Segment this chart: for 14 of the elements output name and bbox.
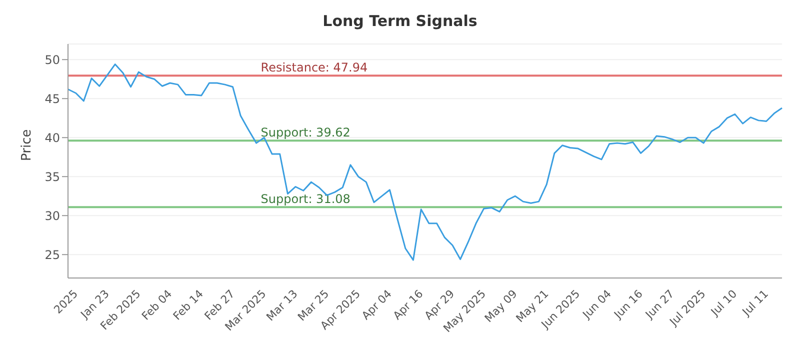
- ref-line-label: Resistance: 47.94: [260, 60, 368, 75]
- y-tick-label: 25: [44, 248, 60, 262]
- x-tick-label: Jul 11: [739, 287, 771, 320]
- x-tick-label: Jul 10: [708, 287, 740, 320]
- y-axis-title: Price: [20, 129, 35, 161]
- y-tick-label: 45: [44, 92, 60, 106]
- y-tick-label: 50: [44, 52, 60, 67]
- y-tick-label: 40: [44, 130, 60, 145]
- line-series: [67, 64, 783, 261]
- ref-line-label: Support: 39.62: [260, 126, 350, 140]
- ref-line-label: Support: 31.08: [260, 192, 350, 206]
- chart-title: Long Term Signals: [322, 11, 478, 32]
- y-tick-label: 30: [44, 208, 60, 223]
- y-tick-label: 35: [44, 170, 60, 184]
